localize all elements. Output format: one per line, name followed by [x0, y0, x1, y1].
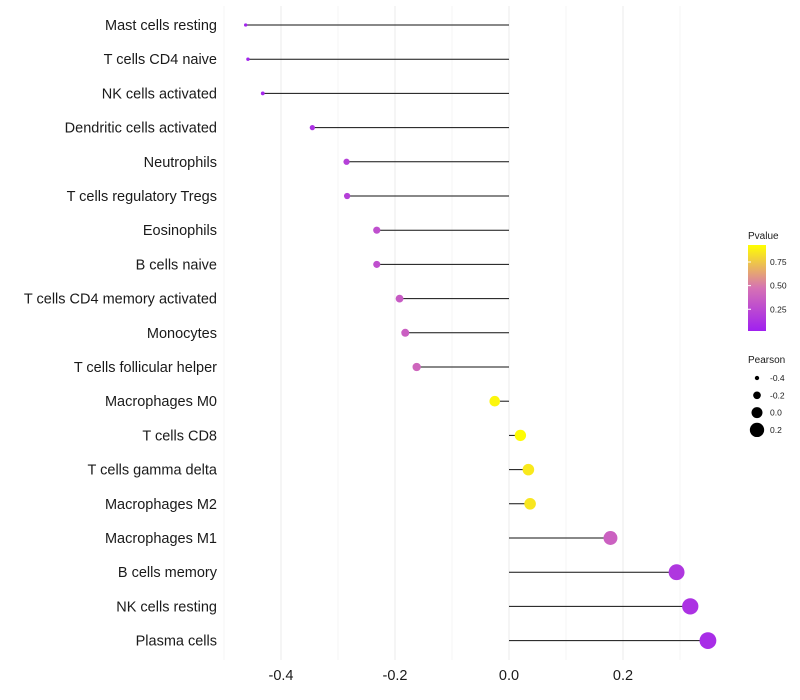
x-axis-ticks: -0.4 -0.2 0.0 0.2 — [269, 668, 634, 684]
pearson-legend-title: Pearson — [748, 355, 785, 366]
lollipop-point — [343, 192, 351, 200]
pvalue-legend-label: 0.75 — [770, 257, 787, 267]
pvalue-legend-label: 0.50 — [770, 281, 787, 291]
pearson-legend-dot — [749, 422, 765, 438]
pearson-legend-label: 0.0 — [770, 408, 782, 418]
lollipop-point — [489, 395, 501, 407]
category-label: NK cells resting — [116, 599, 217, 615]
x-tick-label: -0.4 — [269, 668, 294, 684]
lollipop-point — [668, 564, 685, 581]
category-label: Macrophages M2 — [105, 497, 217, 513]
category-label: NK cells activated — [102, 86, 217, 102]
lollipop-point — [682, 598, 699, 615]
pearson-legend-label: -0.4 — [770, 373, 785, 383]
pearson-legend-dot — [753, 391, 761, 400]
category-label: Dendritic cells activated — [65, 121, 217, 137]
pearson-legend-label: 0.2 — [770, 425, 782, 435]
pvalue-legend-title: Pvalue — [748, 231, 779, 242]
lollipop-point — [373, 260, 381, 268]
lollipop-point — [514, 429, 527, 442]
category-label: Plasma cells — [136, 634, 217, 650]
x-tick-label: 0.0 — [499, 668, 519, 684]
category-label: T cells CD4 memory activated — [24, 292, 217, 308]
category-label: Macrophages M0 — [105, 394, 217, 410]
category-label: T cells CD4 naive — [104, 52, 217, 68]
pvalue-legend: Pvalue 0.75 0.50 0.25 — [748, 231, 787, 331]
pearson-legend-label: -0.2 — [770, 390, 785, 400]
category-label: Neutrophils — [144, 155, 217, 171]
lollipop-point — [603, 531, 618, 545]
lollipop-point — [524, 497, 536, 510]
lollipop-point — [412, 362, 421, 372]
category-label: Macrophages M1 — [105, 531, 217, 547]
lollipop-point — [373, 226, 381, 234]
lollipop-point — [699, 632, 717, 649]
category-label: B cells memory — [118, 565, 218, 581]
pearson-legend: Pearson -0.4 -0.2 0.0 0.2 — [748, 355, 785, 438]
pvalue-colorbar — [748, 245, 766, 331]
lollipop-point — [246, 57, 250, 61]
category-label: Monocytes — [147, 326, 217, 342]
lollipop-point — [343, 158, 350, 165]
category-label: T cells regulatory Tregs — [67, 189, 217, 205]
lollipop-stems — [245, 24, 708, 642]
x-tick-label: 0.2 — [613, 668, 633, 684]
category-label: T cells gamma delta — [88, 463, 218, 479]
category-label: T cells CD8 — [142, 428, 217, 444]
x-tick-label: -0.2 — [383, 668, 408, 684]
lollipop-point — [260, 91, 265, 96]
category-label: Eosinophils — [143, 223, 217, 239]
lollipop-points — [243, 23, 717, 649]
lollipop-point — [522, 463, 535, 476]
category-label: B cells naive — [136, 257, 217, 273]
category-label: T cells follicular helper — [74, 360, 217, 376]
lollipop-point — [401, 328, 410, 337]
pvalue-legend-label: 0.25 — [770, 304, 787, 314]
pearson-legend-dot — [751, 407, 763, 419]
lollipop-point — [243, 23, 248, 27]
pearson-legend-dot — [754, 375, 760, 381]
lollipop-point — [395, 294, 404, 303]
category-label: Mast cells resting — [105, 18, 217, 34]
lollipop-point — [309, 124, 315, 131]
category-labels: Mast cells resting T cells CD4 naive NK ce… — [24, 18, 218, 650]
